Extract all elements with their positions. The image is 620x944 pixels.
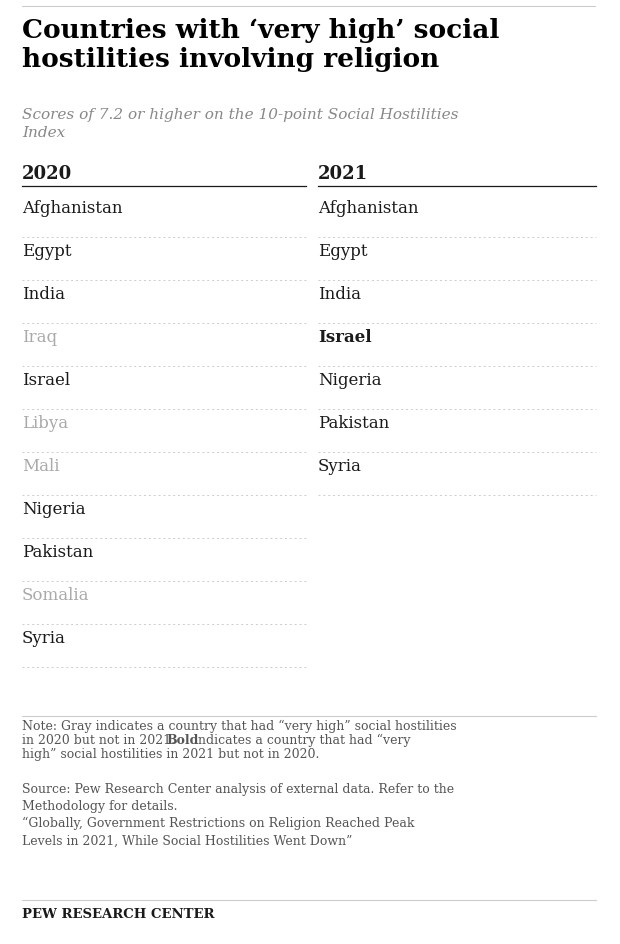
Text: Pakistan: Pakistan [318,415,389,432]
Text: Note: Gray indicates a country that had “very high” social hostilities: Note: Gray indicates a country that had … [22,720,456,733]
Text: Nigeria: Nigeria [22,501,86,518]
Text: Afghanistan: Afghanistan [318,200,418,217]
Text: Nigeria: Nigeria [318,372,381,389]
Text: PEW RESEARCH CENTER: PEW RESEARCH CENTER [22,908,215,921]
Text: Israel: Israel [22,372,70,389]
Text: Somalia: Somalia [22,587,89,604]
Text: Source: Pew Research Center analysis of external data. Refer to the
Methodology : Source: Pew Research Center analysis of … [22,783,454,848]
Text: 2020: 2020 [22,165,73,183]
Text: Bold: Bold [166,734,198,747]
Text: Pakistan: Pakistan [22,544,93,561]
Text: India: India [318,286,361,303]
Text: Egypt: Egypt [318,243,368,260]
Text: Scores of 7.2 or higher on the 10-point Social Hostilities
Index: Scores of 7.2 or higher on the 10-point … [22,108,459,140]
Text: Egypt: Egypt [22,243,71,260]
Text: Syria: Syria [22,630,66,647]
Text: Syria: Syria [318,458,362,475]
Text: Afghanistan: Afghanistan [22,200,123,217]
Text: Iraq: Iraq [22,329,57,346]
Text: Israel: Israel [318,329,371,346]
Text: in 2020 but not in 2021.: in 2020 but not in 2021. [22,734,179,747]
Text: Countries with ‘very high’ social
hostilities involving religion: Countries with ‘very high’ social hostil… [22,18,499,72]
Text: Libya: Libya [22,415,68,432]
Text: 2021: 2021 [318,165,368,183]
Text: high” social hostilities in 2021 but not in 2020.: high” social hostilities in 2021 but not… [22,748,319,761]
Text: indicates a country that had “very: indicates a country that had “very [190,734,410,748]
Text: India: India [22,286,65,303]
Text: Mali: Mali [22,458,60,475]
